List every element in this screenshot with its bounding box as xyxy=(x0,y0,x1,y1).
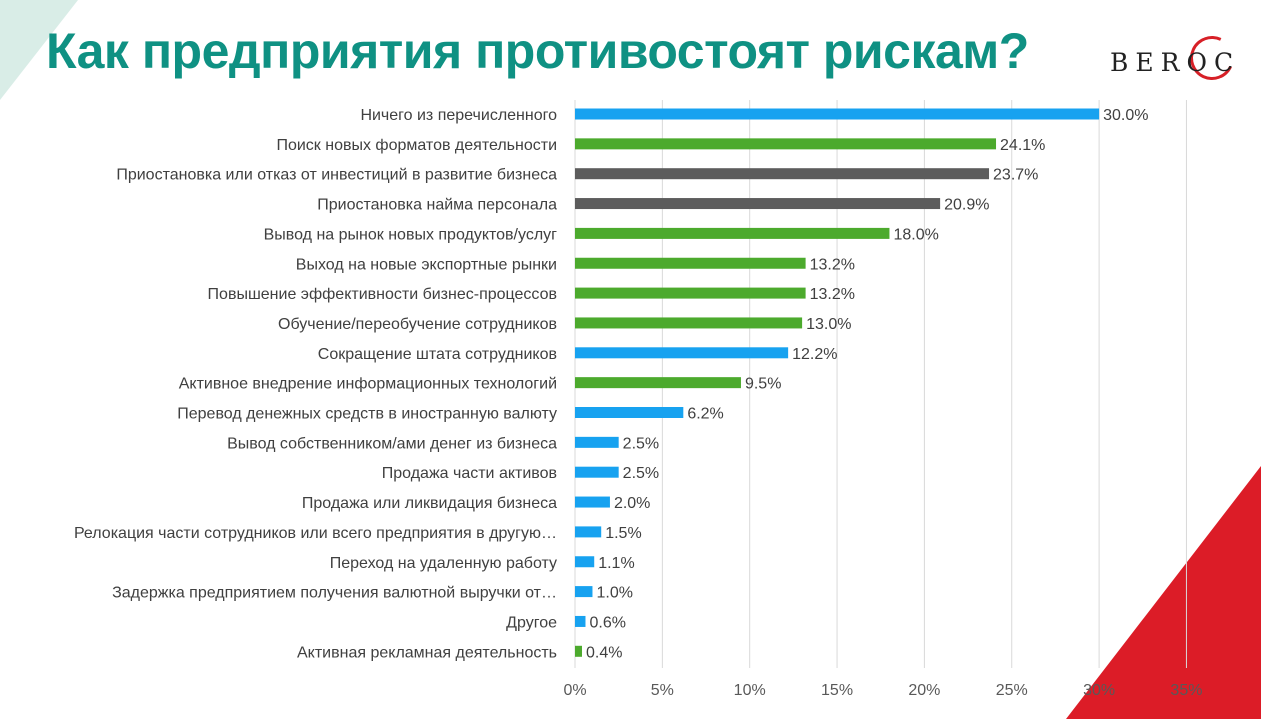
value-label: 1.0% xyxy=(596,585,632,602)
x-tick-label: 0% xyxy=(563,682,586,699)
category-label: Продажа части активов xyxy=(382,465,557,482)
value-label: 1.1% xyxy=(598,555,634,572)
bar xyxy=(575,556,595,568)
category-label: Вывод на рынок новых продуктов/услуг xyxy=(264,226,558,243)
value-label: 6.2% xyxy=(687,406,723,423)
bar xyxy=(575,586,593,598)
bar xyxy=(575,317,803,329)
value-label: 24.1% xyxy=(1000,137,1045,154)
x-tick-label: 10% xyxy=(734,682,766,699)
bar xyxy=(575,168,990,180)
category-label: Сокращение штата сотрудников xyxy=(318,346,557,363)
bar xyxy=(575,347,789,359)
bar xyxy=(575,257,806,269)
bar xyxy=(575,138,997,150)
value-label: 20.9% xyxy=(944,197,989,214)
x-tick-label: 35% xyxy=(1170,682,1202,699)
category-label: Задержка предприятием получения валютной… xyxy=(112,585,557,602)
value-label: 18.0% xyxy=(893,226,938,243)
value-label: 9.5% xyxy=(745,376,781,393)
value-label: 13.2% xyxy=(810,286,855,303)
category-label: Релокация части сотрудников или всего пр… xyxy=(74,525,557,542)
value-label: 2.5% xyxy=(623,465,659,482)
category-label: Поиск новых форматов деятельности xyxy=(276,137,557,154)
value-label: 0.4% xyxy=(586,644,622,661)
x-tick-label: 20% xyxy=(908,682,940,699)
value-label: 2.5% xyxy=(623,435,659,452)
value-label: 1.5% xyxy=(605,525,641,542)
value-label: 12.2% xyxy=(792,346,837,363)
category-label: Повышение эффективности бизнес-процессов xyxy=(208,286,557,303)
category-label: Продажа или ликвидация бизнеса xyxy=(302,495,557,512)
category-labels: Ничего из перечисленного Поиск новых форм… xyxy=(74,107,557,661)
category-label: Перевод денежных средств в иностранную в… xyxy=(177,406,557,423)
x-axis-ticks: 0% 5% 10% 15% 20% 25% 30% 35% xyxy=(563,682,1202,699)
x-tick-label: 5% xyxy=(651,682,674,699)
category-label: Переход на удаленную работу xyxy=(330,555,557,572)
bar xyxy=(575,287,806,299)
bar xyxy=(575,436,619,448)
x-tick-label: 15% xyxy=(821,682,853,699)
category-label: Выход на новые экспортные рынки xyxy=(296,256,557,273)
bar xyxy=(575,496,610,508)
page-title: Как предприятия противостоят рискам? xyxy=(46,23,1029,79)
category-label: Вывод собственником/ами денег из бизнеса xyxy=(227,435,557,452)
beroc-logo: BEROC xyxy=(1106,29,1246,94)
logo-text: BEROC xyxy=(1110,48,1241,77)
category-label: Ничего из перечисленного xyxy=(360,107,557,124)
bar xyxy=(575,526,602,538)
x-tick-label: 25% xyxy=(996,682,1028,699)
corner-decoration-mint xyxy=(0,0,78,100)
category-label: Активное внедрение информационных технол… xyxy=(179,376,557,393)
bar xyxy=(575,377,741,389)
value-label: 13.2% xyxy=(810,256,855,273)
bar xyxy=(575,227,890,239)
value-label: 30.0% xyxy=(1103,107,1148,124)
bar xyxy=(575,466,619,478)
value-label: 2.0% xyxy=(614,495,650,512)
category-label: Другое xyxy=(506,614,557,631)
bars xyxy=(575,108,1100,657)
bar xyxy=(575,645,582,657)
value-label: 13.0% xyxy=(806,316,851,333)
value-label: 0.6% xyxy=(589,614,625,631)
category-label: Приостановка или отказ от инвестиций в р… xyxy=(116,167,557,184)
bar xyxy=(575,108,1100,120)
bar xyxy=(575,407,684,418)
value-label: 23.7% xyxy=(993,167,1038,184)
value-labels: 30.0% 24.1% 23.7%20.9% 18.0% 13.2% 13.2% 13.0%… xyxy=(586,107,1148,661)
bar xyxy=(575,198,941,210)
category-label: Приостановка найма персонала xyxy=(317,197,557,214)
category-label: Обучение/переобучение сотрудников xyxy=(278,316,557,333)
bar xyxy=(575,615,586,627)
category-label: Активная рекламная деятельность xyxy=(297,644,557,661)
x-tick-label: 30% xyxy=(1083,682,1115,699)
